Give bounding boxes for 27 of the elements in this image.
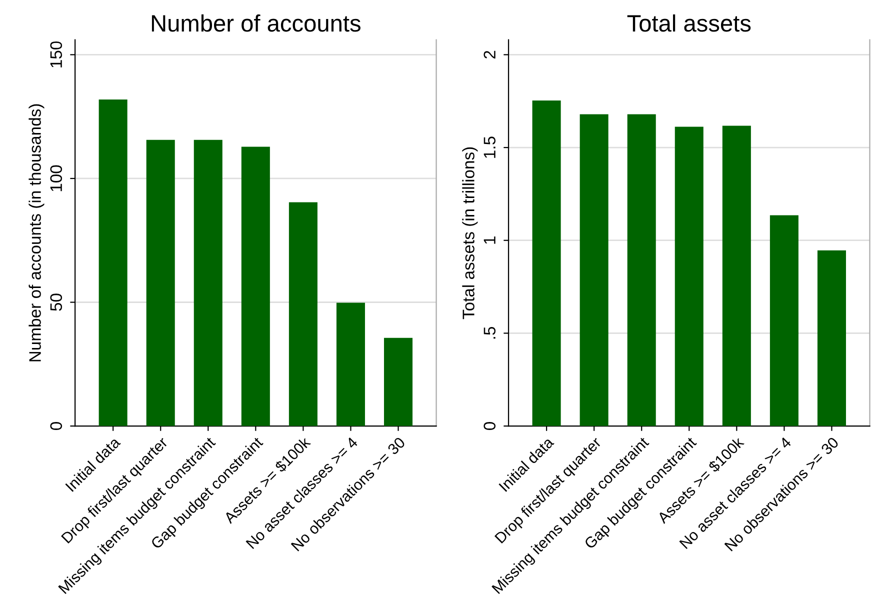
chart-title: Total assets bbox=[627, 14, 751, 32]
y-tick-label: 1.5 bbox=[484, 136, 496, 158]
bar bbox=[817, 250, 846, 426]
bar bbox=[627, 114, 656, 426]
y-tick-label: 150 bbox=[50, 41, 62, 68]
bar bbox=[288, 202, 318, 426]
y-tick-label: 0 bbox=[484, 422, 496, 430]
bar bbox=[336, 302, 365, 426]
bar bbox=[98, 100, 128, 426]
chart-title: Number of accounts bbox=[152, 14, 360, 32]
bar bbox=[241, 146, 270, 426]
bar bbox=[146, 140, 175, 426]
y-tick-label: 1 bbox=[484, 236, 496, 244]
bar bbox=[194, 140, 222, 426]
y-tick-label: 50 bbox=[50, 294, 62, 311]
bar bbox=[722, 126, 751, 426]
bar bbox=[770, 215, 798, 426]
y-tick-label: 0 bbox=[50, 422, 62, 430]
bar bbox=[532, 100, 561, 426]
bar bbox=[384, 338, 413, 426]
bar bbox=[674, 126, 704, 426]
bar bbox=[580, 114, 608, 426]
y-axis-title: Number of accounts (in thousands) bbox=[28, 104, 44, 362]
y-tick-label: .5 bbox=[484, 326, 496, 339]
y-tick-label: 2 bbox=[484, 50, 496, 58]
y-axis-title: Total assets (in trillions) bbox=[462, 147, 478, 320]
y-tick-label: 100 bbox=[50, 165, 62, 192]
